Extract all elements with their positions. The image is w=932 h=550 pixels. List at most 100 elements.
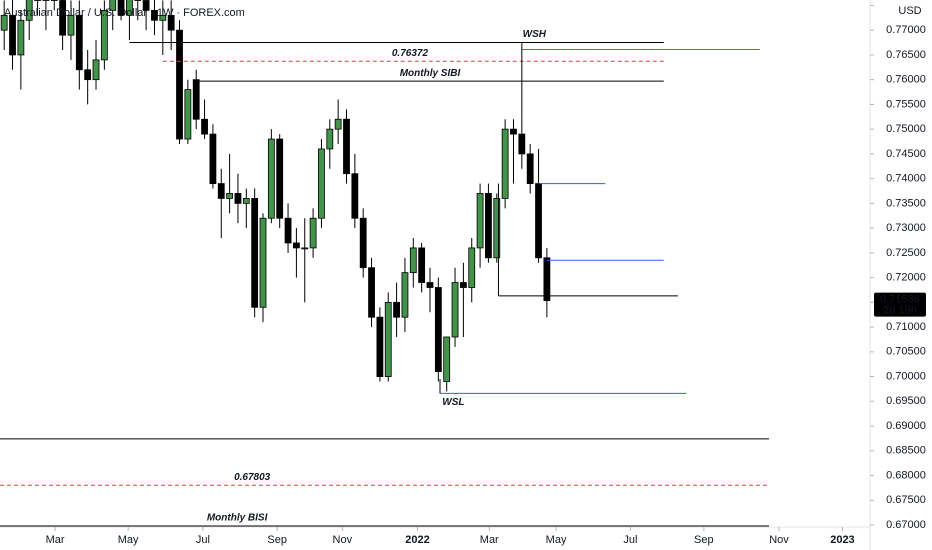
y-tick-label: 0.75000 <box>886 123 926 135</box>
candle-body <box>334 118 342 130</box>
candle-body <box>318 148 325 219</box>
candle-body <box>301 247 309 250</box>
candle-body <box>276 138 284 219</box>
y-tick-label: 0.75500 <box>886 98 926 110</box>
candle-body <box>459 282 467 288</box>
y-tick-label: 0.76500 <box>886 49 926 61</box>
x-tick-label: Sep <box>267 534 287 546</box>
candle-body <box>293 242 300 249</box>
candle-body <box>451 282 459 338</box>
candle-body <box>100 9 108 61</box>
candle-body <box>418 247 426 283</box>
candle-body <box>92 59 100 81</box>
candle-body <box>84 69 92 81</box>
chart-title: Australian Dollar / U.S. Dollar · 1W · F… <box>4 7 245 19</box>
candle-body <box>184 89 192 140</box>
currency: USD <box>898 5 921 17</box>
y-tick-label: 0.70500 <box>886 346 926 358</box>
level-label: 0.76372 <box>392 48 429 59</box>
level-label: WSH <box>523 29 547 40</box>
candle-body <box>201 118 208 135</box>
y-tick-label: 0.69500 <box>886 395 926 407</box>
candle-body <box>234 193 242 204</box>
x-tick-label: 2023 <box>830 534 854 546</box>
candle-body <box>359 217 367 269</box>
candle-body <box>75 14 83 71</box>
candle-body <box>17 19 25 56</box>
candle-body <box>251 198 259 308</box>
last-price: 0.71536 <box>880 293 920 305</box>
candle-body <box>485 193 492 259</box>
y-tick-label: 0.71000 <box>886 321 926 333</box>
candle-body <box>501 128 509 199</box>
candle-body <box>242 198 250 204</box>
candle-body <box>384 301 392 377</box>
candle-body <box>209 133 217 184</box>
candle-body <box>167 14 175 31</box>
x-tick-label: May <box>546 534 567 546</box>
y-tick-label: 0.72500 <box>886 247 926 259</box>
candle-body <box>393 301 400 318</box>
y-tick-label: 0.72000 <box>886 272 926 284</box>
x-tick-label: Jul <box>623 534 637 546</box>
candle-body <box>267 138 275 219</box>
candle-body <box>543 257 551 301</box>
candle-body <box>284 217 292 244</box>
y-tick-label: 0.74500 <box>886 148 926 160</box>
candle-body <box>126 0 133 16</box>
candle-body <box>343 118 350 175</box>
y-tick-label: 0.68500 <box>886 445 926 457</box>
candle-body <box>535 183 542 259</box>
candle-body <box>117 0 125 16</box>
candle-body <box>443 336 451 382</box>
y-tick-label: 0.73500 <box>886 197 926 209</box>
level-label: Monthly SIBI <box>400 68 461 79</box>
candle-body <box>109 0 117 11</box>
level-label: Monthly BISI <box>207 513 268 524</box>
candle-body <box>142 0 150 11</box>
candle-body <box>0 14 8 31</box>
y-tick-label: 0.77000 <box>886 24 926 36</box>
candle-body <box>259 217 267 308</box>
candle-body <box>25 0 33 21</box>
candle-body <box>518 133 526 155</box>
candle-body <box>476 193 484 249</box>
candle-body <box>159 14 167 21</box>
y-tick-label: 0.69000 <box>886 420 926 432</box>
x-tick-label: May <box>118 534 139 546</box>
currency-box <box>880 0 932 20</box>
y-tick-label: 0.67500 <box>886 494 926 506</box>
x-tick-label: Mar <box>46 534 65 546</box>
candle-body <box>217 183 225 199</box>
candle-body <box>309 217 317 249</box>
candle-body <box>376 316 384 377</box>
plot-area: WSH 0.76372 Monthly SIBI WSL 0.67803 Monthly … <box>0 0 769 527</box>
candle-body <box>176 29 183 140</box>
candle-body <box>226 193 234 199</box>
candle-body <box>493 198 501 259</box>
y-tick-label: 0.74000 <box>886 173 926 185</box>
candle-body <box>9 14 16 56</box>
x-tick-label: 2022 <box>405 534 429 546</box>
y-tick-label: 0.76000 <box>886 74 926 86</box>
candle-body <box>401 272 409 318</box>
x-tick-label: Mar <box>480 534 499 546</box>
y-tick-label: 0.67000 <box>886 519 926 531</box>
candle-body <box>192 79 200 120</box>
last-price-box <box>874 292 926 317</box>
y-tick-label: 0.68000 <box>886 469 926 481</box>
candle-body <box>526 153 534 184</box>
x-tick-label: Sep <box>694 534 714 546</box>
x-tick-label: Nov <box>333 534 353 546</box>
candle-body <box>409 247 417 274</box>
candle-body <box>510 128 517 135</box>
x-tick-label: Jul <box>196 534 210 546</box>
candle-body <box>326 128 334 150</box>
candle-body <box>151 9 158 21</box>
level-label: 0.67803 <box>234 472 271 483</box>
candle-body <box>351 173 359 219</box>
candle-body <box>426 282 434 288</box>
countdown: 2d 19h <box>883 304 917 316</box>
candle-body <box>67 14 75 36</box>
x-tick-label: Nov <box>769 534 789 546</box>
